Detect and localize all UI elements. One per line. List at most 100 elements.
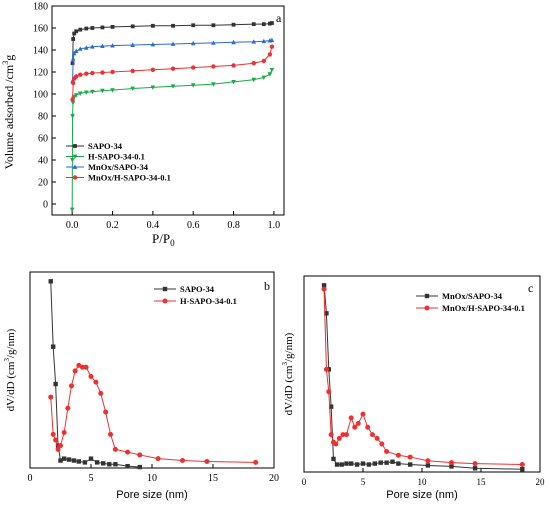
data-point-c-1-20 [425, 458, 431, 464]
data-point-b-1-2 [53, 437, 59, 443]
legend-marker-a-2 [72, 164, 78, 169]
data-point-a-2-12 [190, 40, 196, 46]
data-point-c-1-6 [336, 435, 342, 441]
axis-ticks-c: 0 5 10 15 20 [302, 468, 545, 487]
x-axis-label-c: Pore size (nm) [386, 489, 458, 501]
data-point-a-0-10 [150, 23, 155, 28]
data-point-a-0-8 [110, 25, 115, 29]
panel-label-a: a [276, 11, 282, 25]
data-point-a-1-1 [70, 158, 75, 163]
data-point-a-1-18 [251, 77, 257, 83]
data-point-a-1-0 [69, 207, 75, 212]
data-point-c-0-0 [321, 283, 327, 288]
legend-marker-a-0 [73, 144, 77, 148]
data-point-b-1-13 [93, 379, 99, 385]
data-point-a-1-19 [261, 75, 267, 80]
data-point-a-1-13 [150, 85, 156, 90]
x-tick-label-b-4: 20 [269, 473, 279, 484]
pore-size-panel-b: b 0 5 10 15 20 SAPO-34 H-SAPO-34-0.1 Pore siz… [3, 271, 279, 501]
data-point-b-1-7 [68, 383, 74, 389]
data-point-a-0-13 [211, 23, 216, 28]
data-point-a-0-16 [261, 22, 266, 27]
data-point-a-0-1 [71, 37, 76, 41]
y-tick-label-a-7: 140 [33, 46, 48, 57]
series-line-b-1 [50, 364, 256, 463]
data-point-b-1-14 [98, 390, 104, 396]
data-point-b-1-20 [155, 456, 161, 462]
data-point-a-3-17 [267, 52, 273, 57]
data-point-a-1-20 [267, 72, 273, 77]
legend-marker-c-0 [424, 293, 430, 299]
y-axis-label-c: dV/dD (cm3/g/nm) [281, 332, 295, 415]
data-point-a-3-10 [150, 67, 156, 73]
data-point-a-1-3 [70, 100, 76, 106]
data-point-a-3-4 [78, 72, 83, 77]
data-point-b-0-4 [58, 458, 63, 463]
legend-b: SAPO-34 H-SAPO-34-0.1 [154, 284, 237, 306]
data-point-a-3-12 [191, 65, 196, 70]
x-axis-label-b: Pore size (nm) [116, 489, 188, 501]
data-point-a-2-4 [77, 46, 83, 51]
data-point-a-2-18 [269, 37, 275, 42]
data-point-a-1-17 [231, 80, 236, 85]
x-tick-label-a-5: 1.0 [268, 220, 281, 231]
y-tick-label-a-1: 20 [38, 178, 48, 189]
data-point-c-0-21 [520, 467, 525, 472]
data-point-a-2-6 [90, 44, 95, 49]
data-point-a-0-18 [269, 21, 274, 25]
legend-label-b-0: SAPO-34 [180, 284, 215, 294]
x-axis-label-a-main: P/P [152, 231, 170, 246]
data-point-c-0-20 [472, 466, 478, 471]
y-tick-label-a-3: 60 [38, 134, 48, 145]
data-point-b-0-5 [61, 456, 67, 461]
data-point-c-0-4 [331, 456, 336, 462]
y-tick-label-a-5: 100 [33, 90, 48, 101]
data-point-c-1-18 [395, 452, 401, 458]
data-point-b-1-22 [204, 458, 210, 464]
data-point-b-0-10 [88, 456, 94, 461]
legend-label-b-1: H-SAPO-34-0.1 [180, 296, 237, 306]
data-point-c-1-17 [384, 448, 390, 454]
x-tick-label-c-0: 0 [302, 477, 307, 487]
data-point-c-1-11 [355, 420, 361, 426]
legend-label-a-1: H-SAPO-34-0.1 [88, 152, 145, 162]
data-point-a-3-18 [269, 44, 275, 49]
legend-a: SAPO-34H-SAPO-34-0.1MnOx/SAPO-34MnOx/H-S… [66, 141, 171, 183]
data-point-a-0-12 [191, 23, 196, 28]
data-point-c-1-23 [519, 462, 525, 468]
legend-marker-b-1 [162, 298, 168, 304]
axis-ticks-b: 0 5 10 15 20 [28, 464, 279, 484]
data-point-a-3-0 [70, 97, 75, 102]
data-point-a-0-3 [74, 29, 79, 34]
legend-marker-a-1 [72, 154, 78, 159]
x-tick-label-a-0: 0.0 [66, 220, 79, 231]
x-tick-label-c-4: 20 [536, 477, 546, 487]
data-point-b-1-3 [55, 446, 61, 452]
data-point-a-2-9 [130, 42, 135, 47]
legend-marker-c-1 [424, 305, 430, 311]
data-point-a-2-1 [70, 56, 76, 61]
data-point-c-0-14 [384, 460, 389, 465]
data-point-b-0-14 [113, 462, 118, 467]
series-group-b [48, 279, 259, 470]
data-point-c-0-16 [396, 461, 401, 466]
panel-label-c: c [528, 281, 533, 295]
data-point-a-3-5 [84, 71, 89, 76]
data-point-c-0-15 [390, 459, 395, 464]
data-point-a-1-7 [77, 91, 83, 96]
legend-label-c-1: MnOx/H-SAPO-34-0.1 [442, 303, 525, 313]
data-point-a-3-13 [211, 64, 216, 69]
data-point-b-1-16 [108, 431, 114, 437]
x-axis-label-a-sub: 0 [170, 238, 175, 248]
data-point-c-0-7 [344, 461, 349, 466]
legend-c: MnOx/SAPO-34 MnOx/H-SAPO-34-0.1 [416, 291, 525, 313]
data-point-c-0-3 [328, 404, 334, 409]
data-point-a-2-13 [211, 40, 216, 45]
legend-label-a-3: MnOx/H-SAPO-34-0.1 [88, 173, 171, 183]
data-point-c-1-3 [328, 432, 334, 438]
data-point-a-3-11 [170, 66, 176, 71]
y-tick-label-a-9: 180 [33, 2, 48, 13]
data-point-a-0-6 [90, 26, 95, 30]
data-point-a-3-9 [130, 68, 135, 74]
data-point-c-1-2 [326, 389, 332, 395]
